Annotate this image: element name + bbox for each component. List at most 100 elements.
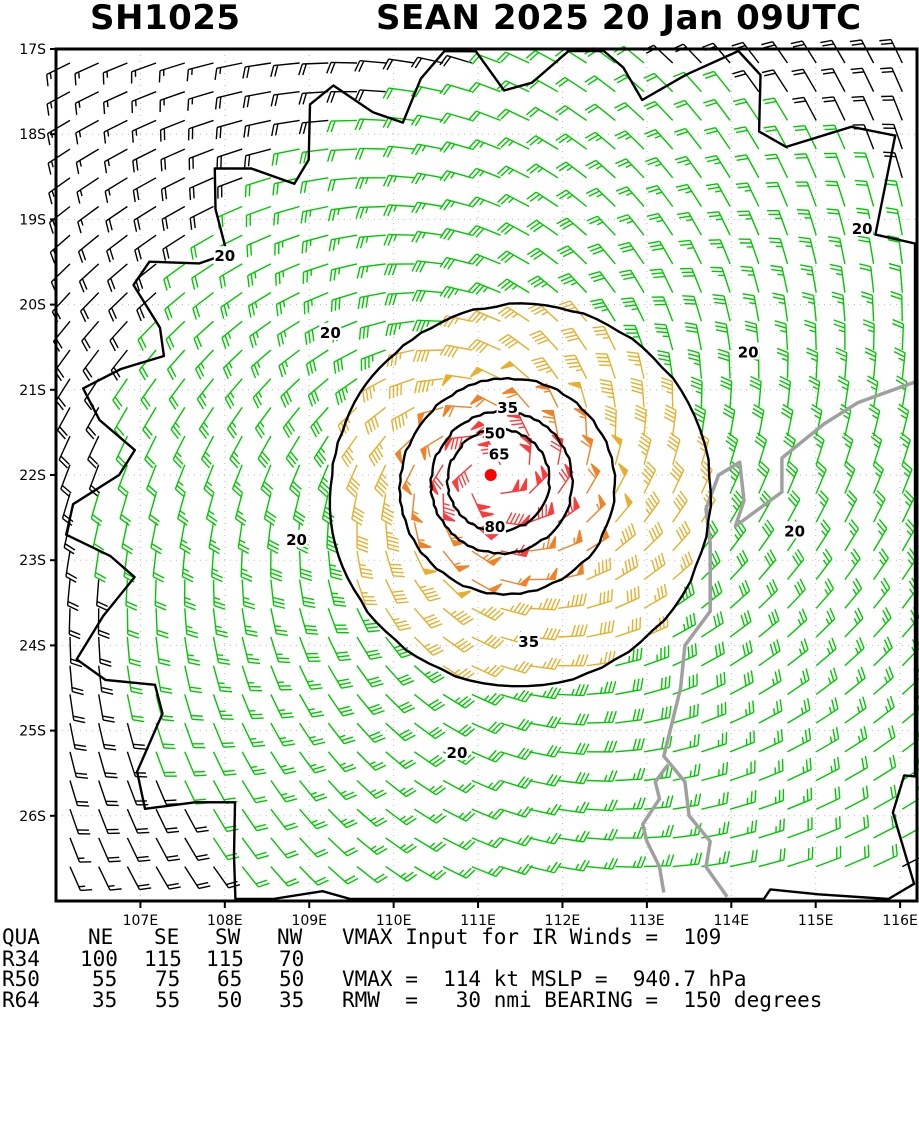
wind-barb	[440, 84, 472, 95]
wind-barb	[386, 781, 416, 797]
wind-barb	[845, 578, 862, 608]
wind-barb	[66, 551, 77, 582]
wind-barb	[664, 405, 676, 436]
wind-barb	[244, 120, 271, 137]
wind-barb	[175, 465, 185, 497]
contour-label: 20	[214, 247, 235, 265]
wind-barb	[221, 293, 242, 319]
wind-barb	[386, 752, 416, 769]
wind-barb	[673, 734, 699, 752]
wind-barb	[673, 552, 693, 580]
wind-barb	[127, 867, 151, 890]
wind-barb	[501, 576, 531, 586]
wind-barb	[615, 159, 644, 178]
wind-barb	[50, 235, 70, 263]
r64-se: 55	[155, 989, 180, 1011]
wind-barb	[386, 838, 417, 853]
wind-barb	[592, 327, 615, 350]
wind-barb	[180, 522, 191, 554]
wind-barb	[874, 785, 897, 809]
wind-barb	[242, 694, 263, 718]
wind-barb	[217, 149, 242, 169]
wind-barb	[387, 350, 414, 367]
wind-barb	[644, 553, 665, 580]
wind-barb	[471, 395, 501, 407]
header-se: SE	[154, 926, 179, 948]
contour-label: 35	[497, 399, 518, 417]
wind-barb	[472, 838, 504, 848]
wind-barb	[605, 406, 616, 436]
wind-barb	[792, 97, 816, 120]
wind-barb	[652, 297, 673, 321]
wind-barb	[645, 130, 673, 149]
contour-label: 35	[518, 633, 539, 651]
wind-barb	[155, 580, 166, 610]
wind-barb	[816, 549, 832, 580]
wind-barb	[670, 462, 683, 494]
wind-barb	[874, 637, 893, 666]
wind-barb	[156, 752, 177, 776]
wind-barb	[99, 781, 119, 806]
wind-barb	[644, 825, 673, 838]
wind-barb	[761, 42, 787, 63]
wind-barb	[383, 146, 414, 157]
wind-barb	[896, 376, 907, 407]
lat-tick-label: 24S	[19, 638, 46, 654]
wind-barb	[258, 436, 271, 468]
lat-tick-label: 20S	[19, 298, 46, 314]
wind-barb	[619, 270, 644, 292]
wind-barb	[188, 92, 214, 111]
wind-barb	[718, 349, 730, 378]
wind-barb	[189, 149, 213, 170]
wind-barb	[218, 207, 242, 229]
wind-barb	[874, 519, 887, 550]
wind-barb	[147, 465, 157, 497]
wind-barb	[874, 490, 886, 522]
lon-tick-label: 115E	[798, 913, 834, 929]
lat-tick-label: 25S	[19, 724, 46, 740]
wind-barb	[113, 379, 128, 410]
wind-barb	[498, 279, 529, 292]
wind-barb	[336, 379, 357, 405]
wind-barb	[440, 287, 472, 299]
wind-barb	[587, 800, 618, 811]
wind-barb	[250, 321, 271, 347]
wind-barb	[190, 178, 214, 200]
wind-barb	[798, 237, 816, 264]
wind-barb	[328, 580, 346, 607]
wind-barb	[644, 522, 663, 551]
wind-barb	[355, 90, 386, 101]
wind-barb	[781, 404, 793, 436]
wind-barb	[769, 238, 788, 264]
wind-barb	[873, 462, 883, 494]
wind-barb	[245, 149, 271, 167]
wind-barb	[755, 433, 767, 465]
wind-barb	[271, 92, 299, 107]
wind-barb	[242, 723, 265, 746]
wind-barb	[279, 350, 300, 377]
wind-barb	[143, 407, 156, 438]
wind-barb	[587, 681, 616, 694]
wind-barb	[902, 519, 915, 551]
wind-barb	[498, 251, 530, 264]
wind-barb	[775, 321, 788, 350]
wind-barb	[816, 816, 840, 838]
wind-barb	[555, 77, 586, 91]
wind-barb	[311, 407, 328, 437]
wind-barb	[187, 63, 213, 81]
wind-barb	[531, 358, 557, 379]
wind-barb	[70, 838, 91, 862]
wind-barb	[214, 608, 228, 637]
wind-barb	[821, 69, 845, 92]
wind-barb	[501, 478, 527, 493]
wind-barb	[412, 290, 443, 301]
wind-barb	[443, 406, 472, 417]
rmw-bearing-text: RMW = 30 nmi BEARING = 150 degrees	[342, 989, 822, 1011]
wind-barb	[202, 436, 214, 468]
wind-barb	[300, 637, 321, 661]
wind-barb	[261, 465, 273, 497]
wind-barb	[272, 120, 300, 136]
wind-barb	[615, 768, 644, 781]
